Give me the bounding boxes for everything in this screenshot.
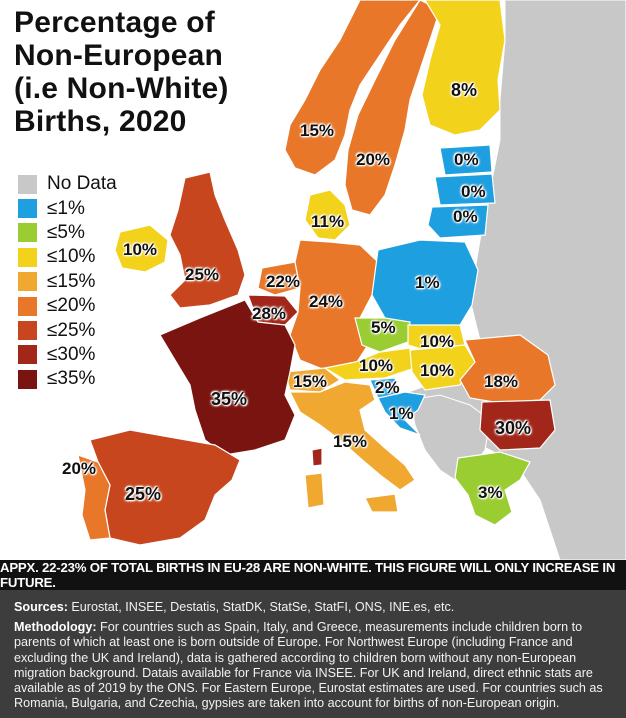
label-greece: 3% [478, 483, 503, 502]
europe-map [77, 0, 626, 560]
country-croatia [377, 391, 426, 436]
label-ireland: 10% [123, 240, 158, 259]
country-netherlands [257, 261, 301, 296]
label-hungary: 10% [420, 361, 455, 380]
country-latvia [434, 173, 496, 206]
legend-label: ≤20% [47, 295, 96, 317]
legend-item-30: ≤30% [18, 343, 117, 367]
label-finland: 8% [451, 80, 478, 100]
legend-swatch [18, 272, 37, 292]
country-estonia [439, 144, 493, 176]
legend-swatch [18, 223, 37, 243]
legend-swatch [18, 174, 37, 194]
legend-item-15: ≤15% [18, 270, 117, 294]
legend-item-20: ≤20% [18, 294, 117, 318]
label-switzerland: 15% [293, 372, 328, 391]
legend-label: ≤5% [47, 221, 85, 243]
country-poland [371, 239, 479, 329]
legend-label: ≤25% [47, 319, 96, 341]
country-greece [454, 451, 531, 526]
sources-heading: Sources: [14, 600, 68, 614]
country-spain [89, 429, 241, 546]
country-portugal [77, 454, 111, 541]
label-portugal: 20% [62, 459, 97, 478]
country-switzerland [284, 367, 342, 393]
country-finland [421, 0, 506, 136]
country-sweden [344, 0, 441, 216]
sources-text: Eurostat, INSEE, Destatis, StatDK, StatS… [67, 600, 455, 614]
label-france: 35% [211, 389, 248, 409]
country-belgium [247, 294, 299, 326]
methodology-heading: Methodology: [14, 620, 97, 635]
country-hungary [409, 344, 476, 391]
legend-item-10: ≤10% [18, 245, 117, 269]
legend-item-no-data: No Data [18, 172, 117, 196]
label-germany: 24% [309, 292, 344, 311]
legend-label: No Data [47, 173, 117, 195]
label-denmark: 11% [311, 212, 345, 231]
label-slovenia: 2% [375, 378, 400, 397]
legend-item-5: ≤5% [18, 221, 117, 245]
methodology-paragraph: Methodology: For countries such as Spain… [14, 620, 616, 711]
legend-swatch [18, 247, 37, 267]
legend-label: ≤15% [47, 270, 96, 292]
sources-paragraph: Sources: Eurostat, INSEE, Destatis, Stat… [14, 600, 616, 615]
island-corsica [311, 447, 323, 467]
country-uk [169, 171, 246, 309]
legend-item-1: ≤1% [18, 196, 117, 220]
legend-label: ≤1% [47, 197, 85, 219]
label-netherlands: 22% [266, 272, 301, 291]
country-denmark [304, 189, 351, 241]
country-bulgaria [479, 399, 556, 451]
legend-item-35: ≤35% [18, 367, 117, 391]
label-spain: 25% [125, 484, 162, 504]
legend-swatch [18, 345, 37, 365]
label-estonia: 0% [454, 150, 479, 169]
legend-swatch [18, 296, 37, 316]
label-italy: 15% [333, 432, 368, 451]
label-romania: 18% [484, 372, 519, 391]
island-sicily [364, 493, 399, 513]
summary-note: APPX. 22-23% OF TOTAL BIRTHS IN EU-28 AR… [0, 560, 626, 590]
label-bulgaria: 30% [495, 418, 532, 438]
info-panel: Sources: Eurostat, INSEE, Destatis, Stat… [0, 590, 626, 718]
legend-swatch [18, 199, 37, 219]
label-slovakia: 10% [420, 332, 455, 351]
label-croatia: 1% [389, 404, 414, 423]
label-belgium: 28% [252, 304, 287, 323]
island-sardinia [304, 472, 325, 509]
map-area: Percentage of Non-European (i.e Non-Whit… [14, 0, 626, 560]
label-latvia: 0% [461, 182, 486, 201]
map-title: Percentage of Non-European (i.e Non-Whit… [14, 6, 229, 138]
legend-label: ≤30% [47, 343, 96, 365]
country-lithuania [427, 204, 489, 239]
legend: No Data ≤1% ≤5% ≤10% ≤15% ≤20% ≤25% ≤30%… [18, 172, 117, 392]
label-czechia: 5% [371, 318, 396, 337]
country-ireland [114, 224, 169, 273]
country-norway [284, 0, 421, 176]
label-sweden: 20% [356, 150, 391, 169]
country-france [159, 299, 296, 456]
legend-swatch [18, 369, 37, 389]
label-norway: 15% [300, 121, 335, 140]
legend-item-25: ≤25% [18, 318, 117, 342]
label-austria: 10% [359, 356, 394, 375]
label-lithuania: 0% [453, 207, 478, 226]
methodology-text: For countries such as Spain, Italy, and … [14, 620, 603, 711]
legend-label: ≤10% [47, 246, 96, 268]
legend-label: ≤35% [47, 368, 96, 390]
legend-swatch [18, 321, 37, 341]
label-uk: 25% [185, 265, 220, 284]
label-poland: 1% [415, 273, 440, 292]
country-italy [289, 381, 416, 491]
